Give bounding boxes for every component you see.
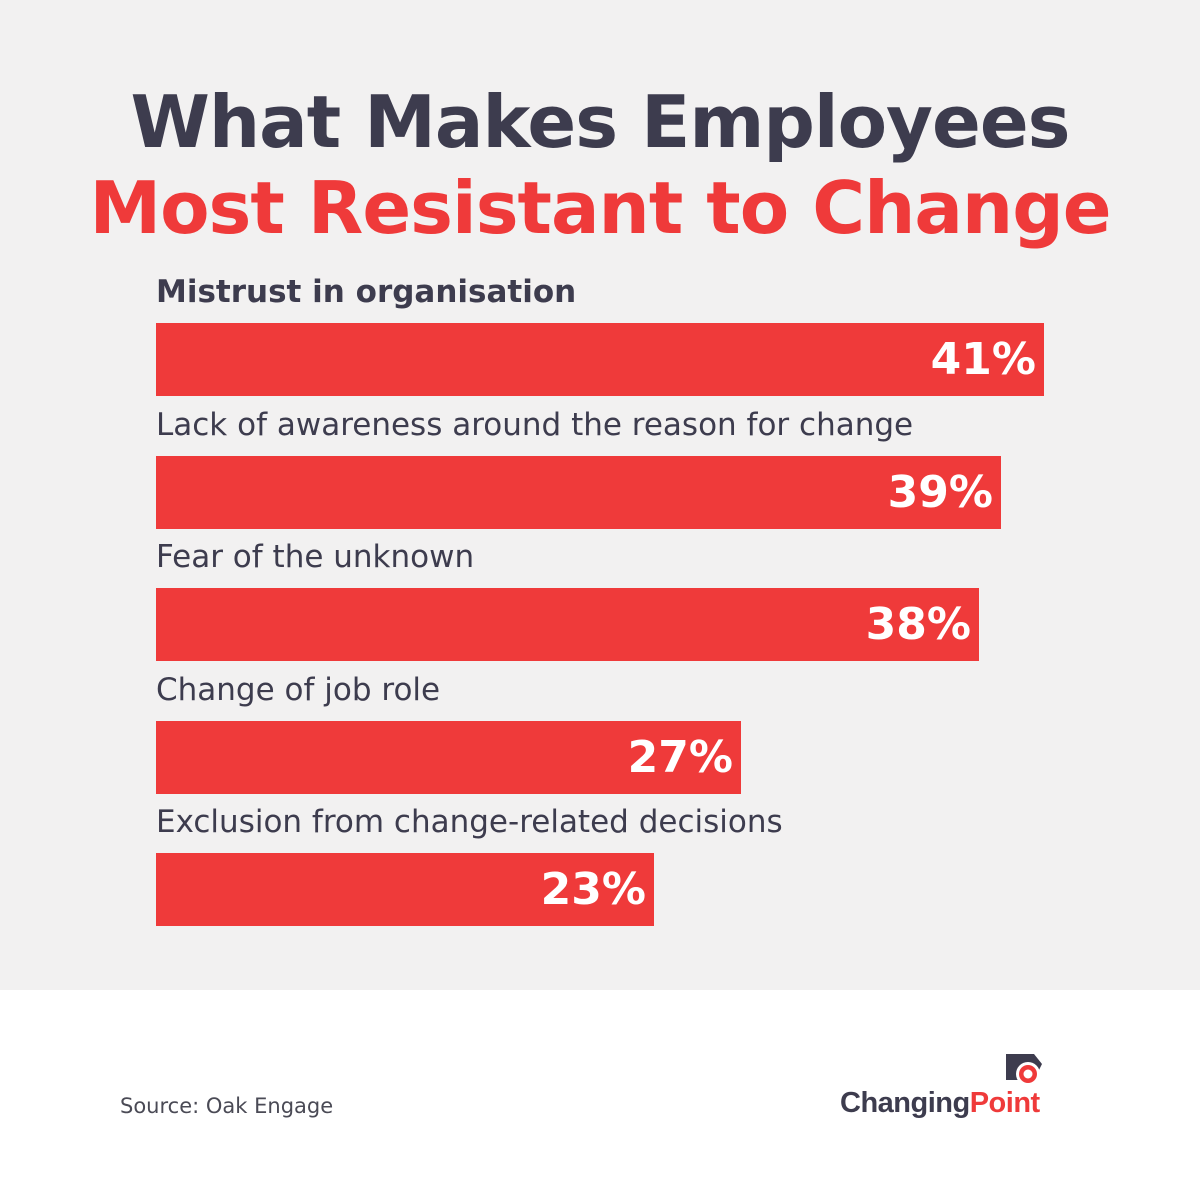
bar: 39% — [156, 455, 1001, 529]
category-label: Exclusion from change-related decisions — [156, 804, 783, 840]
changingpoint-logo-icon — [1006, 1054, 1042, 1086]
chart-panel: What Makes Employees Most Resistant to C… — [0, 0, 1200, 990]
bar: 41% — [156, 323, 1044, 396]
bar: 27% — [156, 720, 741, 794]
bar-value-label: 38% — [865, 599, 971, 650]
changingpoint-logo: ChangingPoint — [840, 1052, 1060, 1122]
bar: 38% — [156, 588, 979, 661]
bar-value-label: 39% — [887, 466, 993, 518]
logo-word-accent: Point — [969, 1087, 1041, 1119]
bar: 23% — [156, 853, 654, 926]
category-label: Fear of the unknown — [156, 539, 475, 575]
logo-wordmark: ChangingPoint — [840, 1086, 1040, 1120]
category-label: Lack of awareness around the reason for … — [156, 406, 914, 443]
chart-title-line-2: Most Resistant to Change — [89, 166, 1111, 250]
logo-word-dark: Changing — [840, 1087, 970, 1119]
bar-value-label: 41% — [930, 334, 1036, 385]
source-note: Source: Oak Engage — [120, 1094, 334, 1118]
category-label: Change of job role — [156, 671, 441, 708]
category-label: Mistrust in organisation — [156, 274, 577, 310]
chart-title-line-1: What Makes Employees — [130, 80, 1070, 164]
bar-value-label: 27% — [627, 731, 733, 783]
bar-value-label: 23% — [540, 864, 646, 915]
